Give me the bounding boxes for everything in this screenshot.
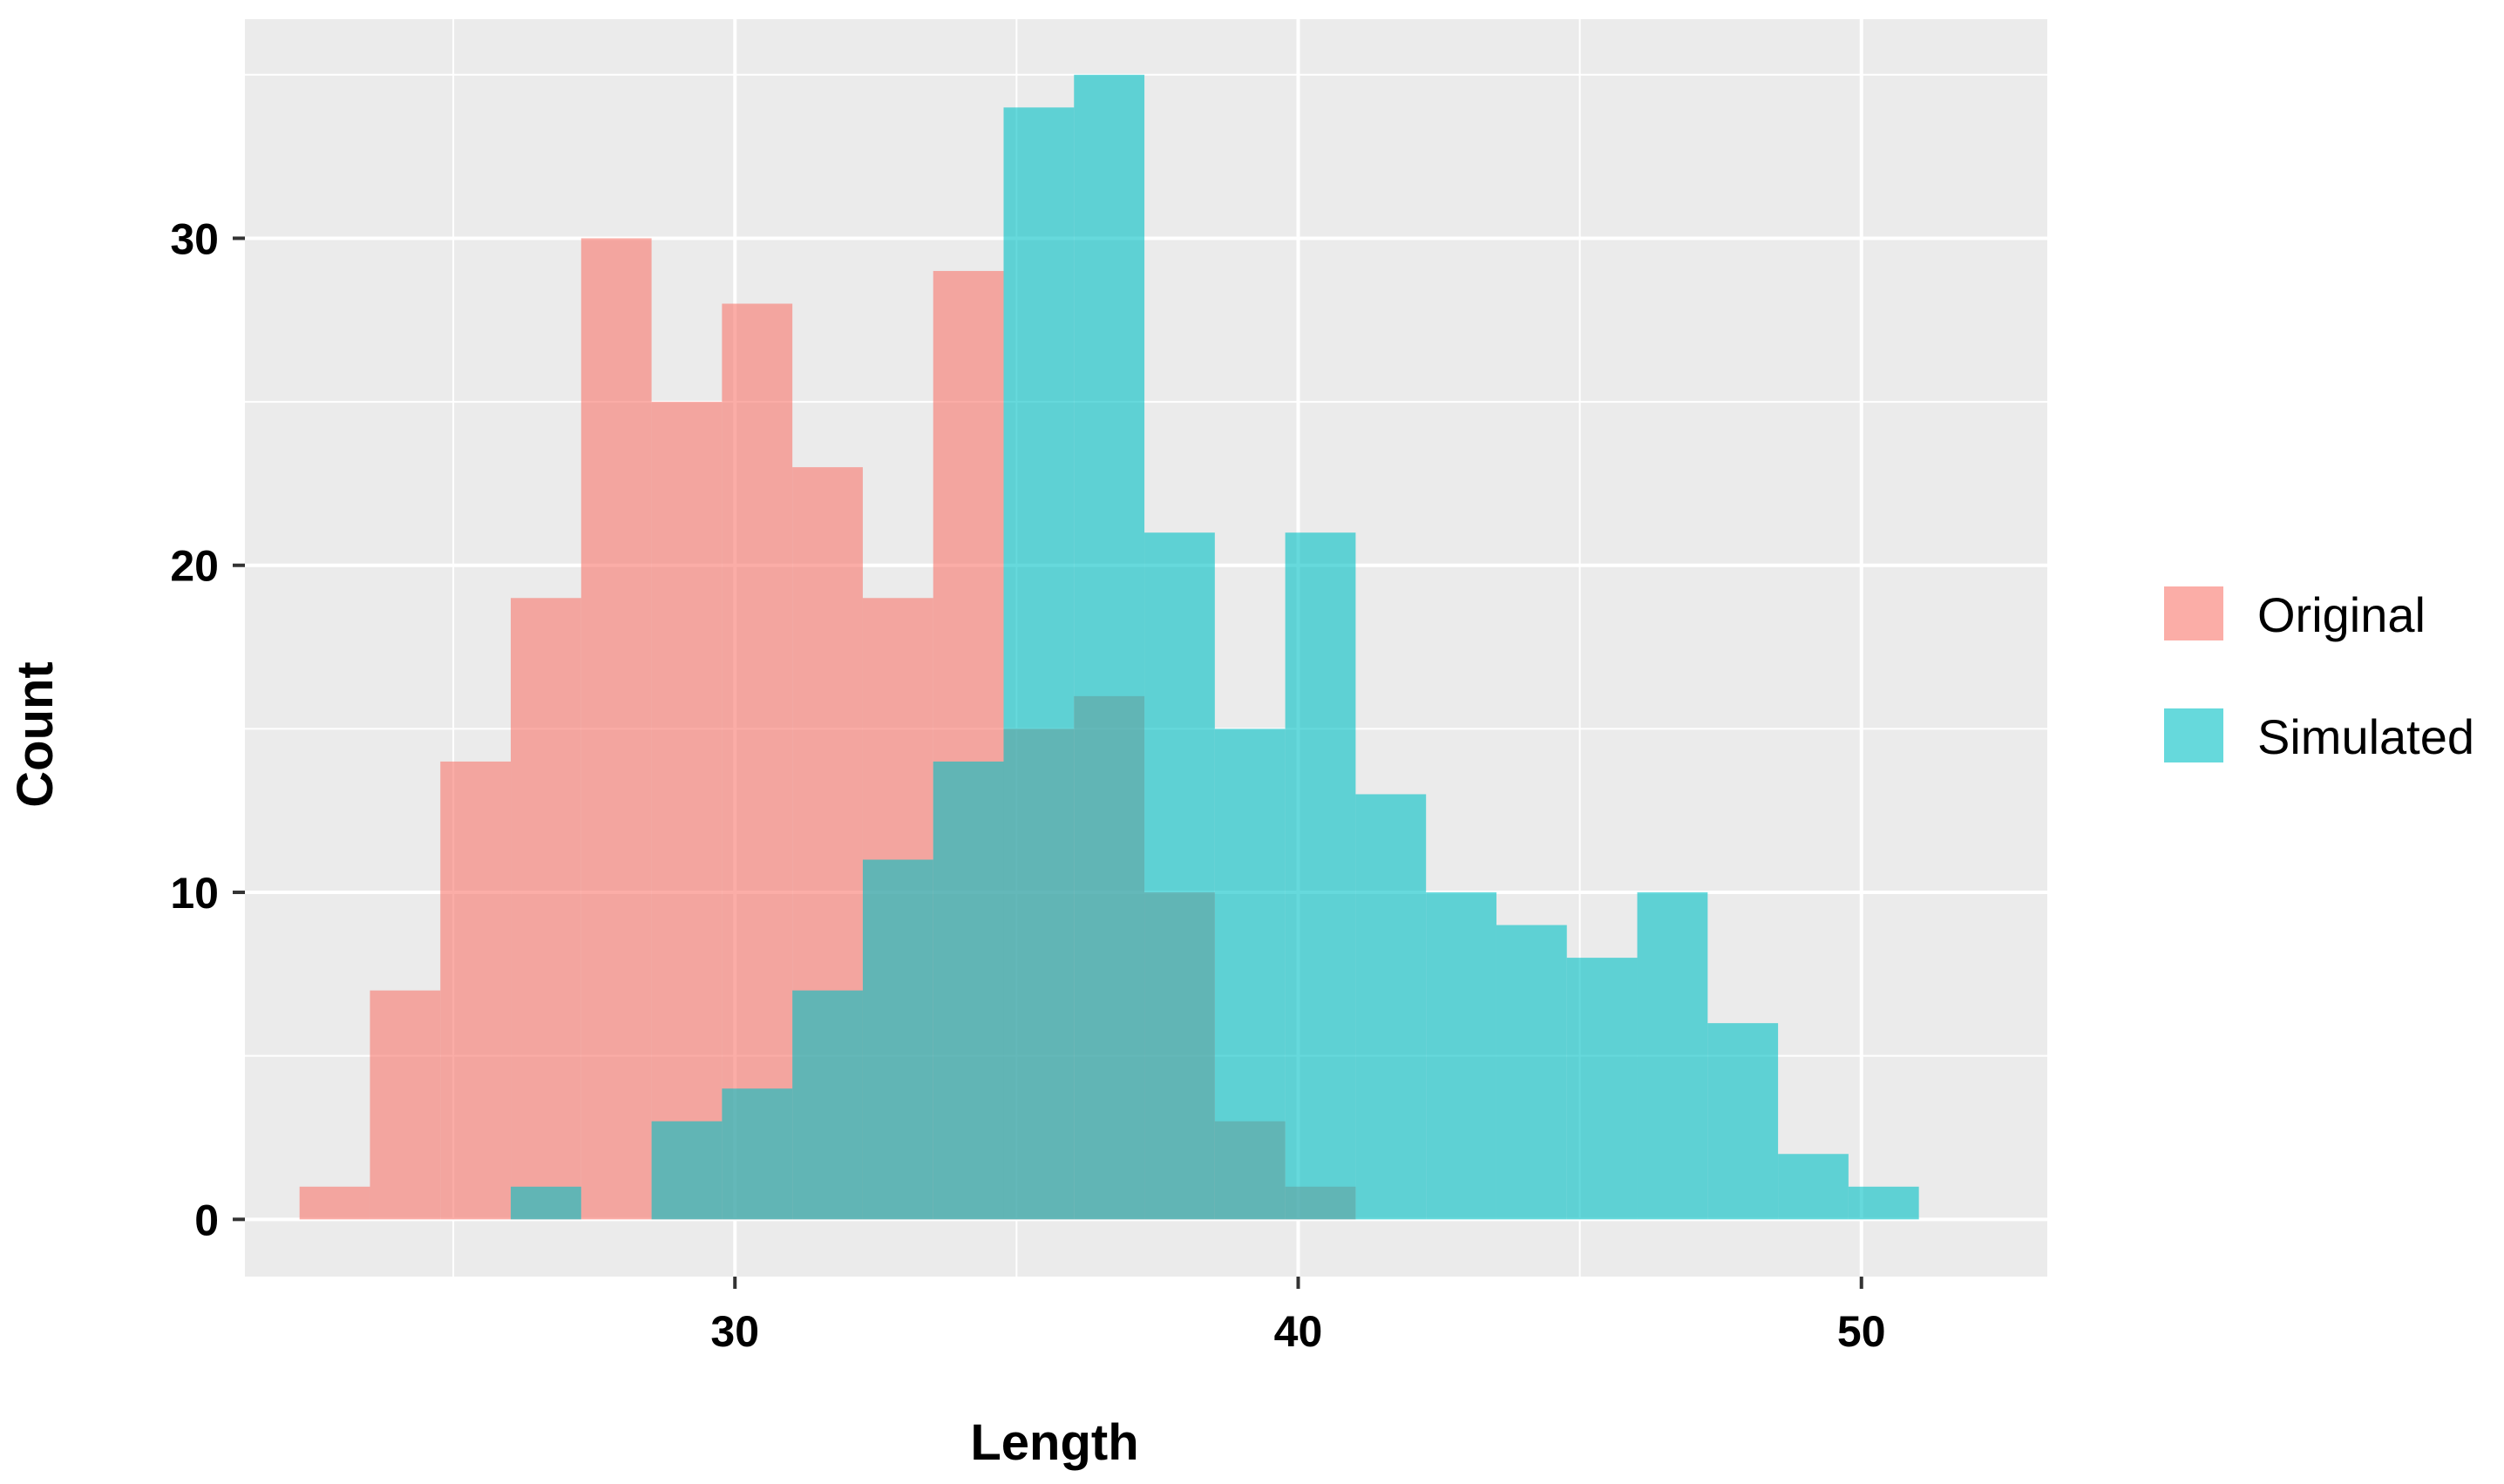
bar-simulated	[1637, 892, 1708, 1220]
legend-label-original: Original	[2257, 587, 2426, 642]
x-tick-label: 50	[1837, 1307, 1886, 1356]
bar-original	[511, 598, 581, 1220]
y-tick-label: 30	[170, 214, 219, 263]
y-tick-label: 20	[170, 542, 219, 591]
x-tick-label: 40	[1274, 1307, 1323, 1356]
bar-simulated	[1214, 728, 1286, 1220]
bar-original	[299, 1186, 370, 1220]
bar-simulated	[1426, 892, 1496, 1220]
bar-simulated	[1566, 958, 1638, 1220]
legend-key-original	[2164, 586, 2223, 640]
bar-simulated	[1285, 532, 1356, 1220]
bar-simulated	[651, 1121, 723, 1220]
bar-simulated	[1074, 74, 1145, 1220]
bar-simulated	[1707, 1023, 1779, 1220]
legend: Original Simulated	[2164, 586, 2474, 764]
bar-original	[722, 303, 793, 1220]
y-tick-label: 10	[170, 869, 219, 918]
series-simulated-bars	[511, 74, 1919, 1220]
legend-label-simulated: Simulated	[2257, 709, 2474, 764]
x-tick-label: 30	[710, 1307, 759, 1356]
bar-simulated	[1848, 1186, 1919, 1220]
bar-original	[440, 761, 512, 1220]
bar-simulated	[511, 1186, 581, 1220]
bar-simulated	[933, 761, 1004, 1220]
bar-simulated	[722, 1088, 793, 1220]
bar-simulated	[1003, 107, 1075, 1220]
axis-ticks	[233, 236, 1863, 1289]
bar-simulated	[792, 990, 863, 1220]
x-axis-tick-labels: 30 40 50	[710, 1307, 1885, 1356]
bar-simulated	[1496, 925, 1567, 1220]
x-axis-title: Length	[970, 1414, 1138, 1471]
bar-simulated	[1355, 794, 1427, 1220]
bar-simulated	[1144, 532, 1215, 1220]
bar-simulated	[862, 859, 933, 1220]
bar-original	[580, 238, 652, 1220]
y-axis-title: Count	[7, 661, 64, 808]
legend-key-simulated	[2164, 708, 2223, 762]
bar-original	[651, 402, 723, 1220]
bar-simulated	[1778, 1154, 1849, 1220]
y-tick-label: 0	[194, 1196, 219, 1244]
bar-original	[370, 990, 441, 1220]
y-axis-tick-labels: 0 10 20 30	[170, 214, 219, 1244]
